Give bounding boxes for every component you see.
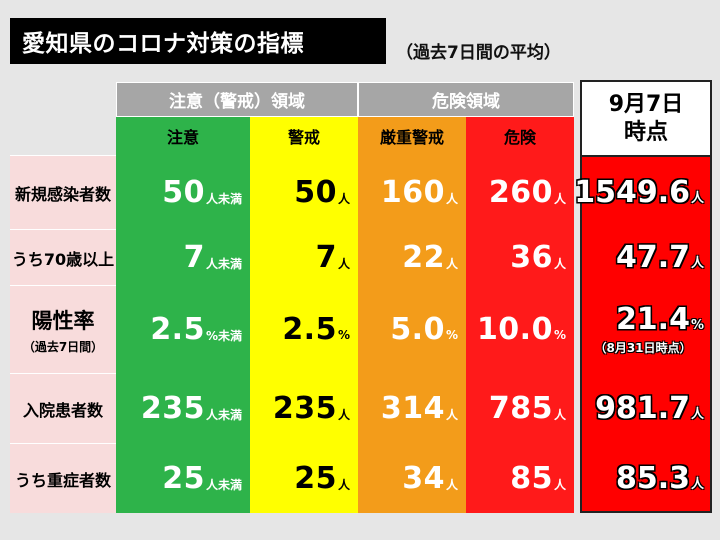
current-value-cell: 981.7 人 [582,373,710,443]
value-number: 50 [294,174,337,210]
value-cell: 25 人 [250,443,358,513]
value-number: 7 [315,239,337,275]
value-cell: 235 人未満 [116,373,250,443]
value-number: 7 [183,239,205,275]
value-unit: %未満 [205,328,242,343]
current-value-cell: 21.4% （8月31日時点） [582,285,710,373]
current-date: 9月7日 [608,92,684,117]
value-unit: 人 [337,407,350,422]
value-number: 22 [402,239,445,275]
value-unit: 人 [337,191,350,206]
row-label-positivity-rate: 陽性率 （過去7日間） [10,285,116,373]
current-value-unit: 人 [690,255,704,271]
current-date-suffix: 時点 [623,119,668,145]
value-number: 160 [380,174,445,210]
value-number: 5.0 [390,311,445,347]
value-number: 314 [380,390,445,426]
row-sublabel-text: （過去7日間） [22,339,104,354]
page-subtitle: （過去7日間の平均） [396,43,561,63]
value-unit: 人 [553,191,566,206]
value-unit: 人 [445,477,458,492]
current-date-header: 9月7日 時点 [580,80,712,157]
row-label-text: 陽性率 [31,308,95,333]
value-number: 85 [510,460,553,496]
page-title: 愛知県のコロナ対策の指標 [10,18,386,64]
row-label-age70-plus: うち70歳以上 [10,229,116,285]
current-value-number: 981.7 [595,390,690,426]
value-number: 36 [510,239,553,275]
value-number: 10.0 [476,311,553,347]
current-value-number: 85.3 [615,460,690,496]
value-cell: 2.5 %未満 [116,285,250,373]
row-label-text: 新規感染者数 [14,184,111,204]
value-unit: % [553,328,566,342]
current-value-number: 1549.6 [574,174,690,210]
value-cell: 50 人 [250,155,358,229]
value-unit: 人 [553,256,566,271]
value-unit: 人 [553,477,566,492]
value-unit: 人 [337,477,350,492]
value-unit: 人 [445,256,458,271]
value-cell: 2.5% [250,285,358,373]
value-number: 2.5 [282,311,337,347]
current-value-note: （8月31日時点） [594,341,692,355]
value-unit: 人未満 [205,191,242,206]
header-level-severe-warning: 厳重警戒 [358,117,466,155]
value-cell: 36 人 [466,229,574,285]
value-number: 260 [488,174,553,210]
current-value-cell: 1549.6 人 [574,155,710,229]
value-cell: 160 人 [358,155,466,229]
current-value-unit: 人 [690,476,704,492]
value-cell: 260 人 [466,155,574,229]
value-unit: 人未満 [205,477,242,492]
header-danger-group: 危険領域 [358,82,574,117]
value-number: 25 [162,460,205,496]
value-unit: 人 [337,256,350,271]
value-unit: 人未満 [205,407,242,422]
row-label-text: うち重症者数 [14,470,111,490]
value-number: 50 [162,174,205,210]
row-label-text: うち70歳以上 [11,249,115,269]
header-level-warning: 警戒 [250,117,358,155]
value-cell: 235 人 [250,373,358,443]
value-number: 235 [140,390,205,426]
value-cell: 34 人 [358,443,466,513]
value-unit: 人 [445,407,458,422]
value-unit: 人 [553,407,566,422]
current-value-cell: 47.7 人 [582,229,710,285]
value-cell: 25 人未満 [116,443,250,513]
current-value-number: 21.4 [615,302,690,337]
current-value-unit: 人 [690,406,704,422]
value-unit: 人未満 [205,256,242,271]
value-cell: 22 人 [358,229,466,285]
value-cell: 314 人 [358,373,466,443]
value-cell: 7 人未満 [116,229,250,285]
value-number: 235 [272,390,337,426]
row-label-severe-cases: うち重症者数 [10,443,116,513]
value-cell: 785 人 [466,373,574,443]
header-level-danger: 危険 [466,117,574,155]
value-cell: 10.0% [466,285,574,373]
value-cell: 50 人未満 [116,155,250,229]
current-column-background [580,157,712,513]
value-number: 25 [294,460,337,496]
current-value-unit: 人 [690,190,704,206]
value-unit: 人 [445,191,458,206]
current-value-unit: % [690,318,704,333]
value-unit: % [337,328,350,342]
value-cell: 85 人 [466,443,574,513]
header-caution-group: 注意（警戒）領域 [116,82,358,117]
value-unit: % [445,328,458,342]
row-label-new-cases: 新規感染者数 [10,155,116,229]
value-number: 2.5 [150,311,205,347]
header-level-caution: 注意 [116,117,250,155]
row-label-text: 入院患者数 [22,400,103,420]
current-value-cell: 85.3 人 [582,443,710,513]
value-number: 785 [488,390,553,426]
value-number: 34 [402,460,445,496]
row-label-hospitalized: 入院患者数 [10,373,116,443]
current-value-number: 47.7 [615,239,690,275]
value-cell: 5.0% [358,285,466,373]
